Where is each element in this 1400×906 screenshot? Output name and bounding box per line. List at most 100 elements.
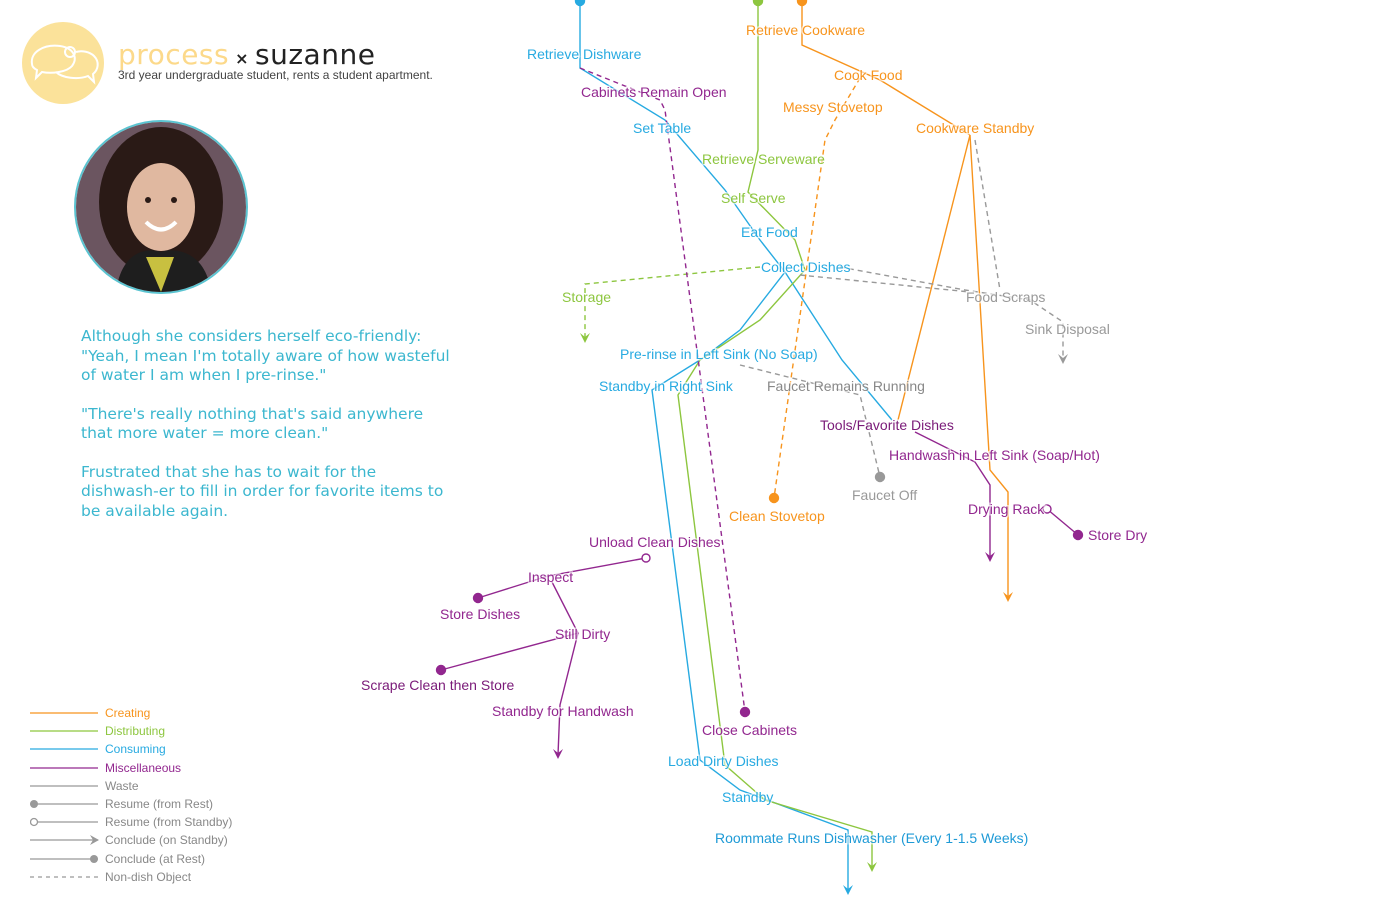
node-standby-right: Standby in Right Sink xyxy=(599,378,734,394)
node-storage: Storage xyxy=(562,289,611,305)
legend-label: Conclude (on Standby) xyxy=(105,833,228,848)
arrow-down-icon xyxy=(1058,354,1068,364)
flow-edge xyxy=(801,0,971,136)
node-load-dirty: Load Dirty Dishes xyxy=(668,753,779,769)
quotes: Although she considers herself eco-frien… xyxy=(81,327,451,540)
quote: Frustrated that she has to wait for the … xyxy=(81,462,444,520)
flow-edge xyxy=(969,134,1009,598)
rest-marker xyxy=(472,592,484,604)
flow-edge xyxy=(1046,508,1079,536)
speech-bubbles-icon xyxy=(30,44,99,85)
legend-swatch xyxy=(30,818,98,827)
arrow-down-icon xyxy=(867,862,877,872)
flow-edge xyxy=(557,632,579,756)
node-tools-favorite: Tools/Favorite Dishes xyxy=(820,417,954,433)
quote: Although she considers herself eco-frien… xyxy=(81,327,450,384)
legend-item: Conclude (on Standby) xyxy=(30,831,232,849)
legend-label: Miscellaneous xyxy=(105,760,182,775)
arrow-down-icon xyxy=(1003,592,1013,602)
arrow-down-icon xyxy=(843,885,853,895)
legend-item: Waste xyxy=(30,777,232,795)
legend-swatch xyxy=(30,712,98,714)
legend-swatch xyxy=(30,854,98,863)
flow-edge xyxy=(677,0,873,870)
legend-label: Consuming xyxy=(105,742,166,757)
node-self-serve: Self Serve xyxy=(721,190,786,206)
flow-edge xyxy=(784,271,893,421)
flow-edge xyxy=(579,67,746,713)
legend-item: Consuming xyxy=(30,740,232,758)
node-cabinets-open: Cabinets Remain Open xyxy=(581,84,727,100)
legend-item: Distributing xyxy=(30,722,232,740)
node-drying-rack: Drying Rack xyxy=(968,501,1045,517)
node-faucet-off: Faucet Off xyxy=(852,487,917,503)
flow-edge xyxy=(584,266,761,340)
flow-edge xyxy=(914,431,991,558)
flow-edge xyxy=(799,274,971,293)
node-retrieve-dishware: Retrieve Dishware xyxy=(527,46,642,62)
arrow-down-icon xyxy=(985,552,995,562)
legend-swatch xyxy=(30,835,99,846)
legend-swatch xyxy=(30,876,98,878)
legend-label: Resume (from Standby) xyxy=(105,815,233,830)
rest-marker xyxy=(435,664,447,676)
node-messy-stovetop: Messy Stovetop xyxy=(783,99,883,115)
node-unload-clean: Unload Clean Dishes xyxy=(589,534,721,550)
separator: × xyxy=(235,49,250,68)
quote: "There's really nothing that's said anyw… xyxy=(81,404,424,443)
legend-item: Resume (from Standby) xyxy=(30,813,232,831)
legend-swatch xyxy=(30,767,98,769)
node-food-scraps: Food Scraps xyxy=(966,289,1045,305)
node-roommate: Roommate Runs Dishwasher (Every 1-1.5 We… xyxy=(715,830,1028,846)
node-sink-disposal: Sink Disposal xyxy=(1025,321,1110,337)
persona-name: suzanne xyxy=(255,38,376,71)
node-faucet-running: Faucet Remains Running xyxy=(767,378,925,394)
node-prerinse: Pre-rinse in Left Sink (No Soap) xyxy=(620,346,818,362)
node-retrieve-serveware: Retrieve Serveware xyxy=(702,151,825,167)
node-retrieve-cookware: Retrieve Cookware xyxy=(746,22,865,38)
rest-marker xyxy=(752,0,764,7)
rest-marker xyxy=(739,706,751,718)
node-store-dry: Store Dry xyxy=(1088,527,1147,543)
node-cook-food: Cook Food xyxy=(834,67,902,83)
legend-item: Creating xyxy=(30,704,232,722)
legend-label: Distributing xyxy=(105,724,166,739)
node-still-dirty: Still Dirty xyxy=(555,626,610,642)
legend-swatch xyxy=(30,730,98,732)
legend-item: Non-dish Object xyxy=(30,868,232,886)
resume-standby-marker xyxy=(641,553,651,563)
flow-edge xyxy=(897,134,971,421)
legend-item: Conclude (at Rest) xyxy=(30,850,232,868)
arrow-down-icon xyxy=(553,749,563,759)
legend-item: Resume (from Rest) xyxy=(30,795,232,813)
rest-marker xyxy=(574,0,586,7)
brand-text: process xyxy=(118,38,230,71)
legend-swatch xyxy=(30,785,98,787)
flow-edge xyxy=(773,77,861,499)
rest-marker xyxy=(874,471,886,483)
flow-edge xyxy=(839,266,1064,360)
persona-photo xyxy=(74,120,248,294)
arrow-down-icon xyxy=(580,333,590,343)
logo xyxy=(22,22,104,104)
legend-label: Conclude (at Rest) xyxy=(105,851,206,866)
node-collect-dishes: Collect Dishes xyxy=(761,259,850,275)
resume-standby-marker xyxy=(1042,504,1052,514)
node-eat-food: Eat Food xyxy=(741,224,798,240)
node-clean-stovetop: Clean Stovetop xyxy=(729,508,825,524)
legend-swatch xyxy=(30,748,98,751)
legend-item: Miscellaneous xyxy=(30,759,232,777)
legend-label: Non-dish Object xyxy=(105,869,192,884)
portrait-image xyxy=(76,122,246,292)
node-inspect: Inspect xyxy=(528,569,573,585)
flow-edge xyxy=(974,139,1001,291)
node-standby: Standby xyxy=(722,789,773,805)
legend-label: Resume (from Rest) xyxy=(105,797,214,812)
node-handwash: Handwash in Left Sink (Soap/Hot) xyxy=(889,447,1100,463)
flow-edge xyxy=(579,0,849,893)
node-standby-handwash: Standby for Handwash xyxy=(492,703,634,719)
node-scrape-clean: Scrape Clean then Store xyxy=(361,677,515,693)
node-close-cabinets: Close Cabinets xyxy=(702,722,797,738)
page-title: process × suzanne xyxy=(118,38,375,71)
